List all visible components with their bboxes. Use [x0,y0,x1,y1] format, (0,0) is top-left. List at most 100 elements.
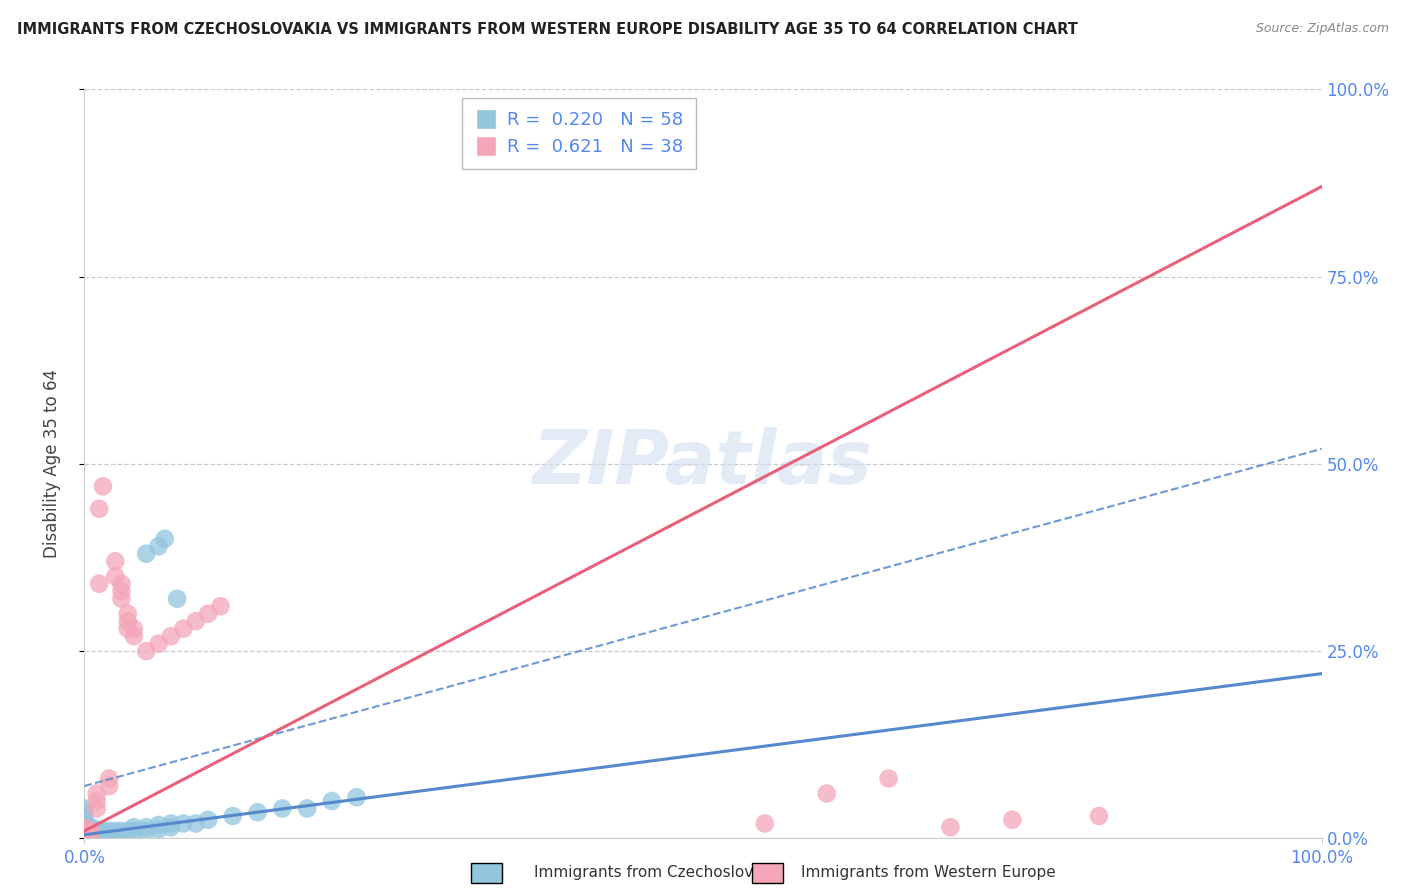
Point [110,576,132,591]
Point [222,809,245,823]
Point [73,820,96,834]
Point [197,607,219,621]
Point [89,831,111,846]
Point [122,820,145,834]
Point [73,813,96,827]
Point [86,794,108,808]
Point [73,816,96,830]
Point [110,828,132,842]
Point [184,614,207,628]
Point [197,813,219,827]
Point [73,825,96,839]
Point [73,828,96,842]
Point [877,772,900,786]
Point [122,622,145,636]
Point [346,790,368,805]
Point [79,828,101,842]
Point [73,831,96,846]
Point [73,818,96,832]
Point [86,801,108,815]
Point [160,629,183,643]
Point [86,787,108,801]
Point [172,622,194,636]
Point [98,779,121,793]
Text: Source: ZipAtlas.com: Source: ZipAtlas.com [1256,22,1389,36]
Point [148,822,170,837]
Point [815,787,838,801]
Point [79,824,101,838]
Point [83,824,105,838]
Point [110,584,132,599]
Point [1088,809,1111,823]
Point [1001,813,1024,827]
Point [122,629,145,643]
Point [73,809,96,823]
Point [89,828,111,842]
Point [83,828,105,842]
Point [98,831,121,846]
Point [73,822,96,837]
Point [117,824,139,838]
Point [91,831,114,846]
Text: IMMIGRANTS FROM CZECHOSLOVAKIA VS IMMIGRANTS FROM WESTERN EUROPE DISABILITY AGE : IMMIGRANTS FROM CZECHOSLOVAKIA VS IMMIGR… [17,22,1078,37]
Point [135,824,157,838]
Point [166,591,188,606]
Text: Immigrants from Western Europe: Immigrants from Western Europe [801,865,1056,880]
Point [246,805,269,820]
Point [73,805,96,820]
Y-axis label: Disability Age 35 to 64: Disability Age 35 to 64 [42,369,60,558]
Point [122,824,145,838]
Point [79,828,101,842]
Point [104,554,127,568]
Point [73,824,96,838]
Point [79,820,101,834]
Point [91,828,114,842]
Point [148,818,170,832]
Point [110,591,132,606]
Point [117,607,139,621]
Point [135,644,157,658]
Point [73,801,96,815]
Point [98,824,121,838]
Point [86,828,108,842]
Point [184,816,207,830]
Point [79,831,101,846]
Point [83,831,105,846]
Point [73,831,96,846]
Point [160,820,183,834]
Point [135,547,157,561]
Point [209,599,232,614]
Point [89,576,111,591]
Point [271,801,294,815]
Point [79,825,101,839]
Point [135,820,157,834]
Point [104,824,127,838]
Point [160,816,183,830]
Point [73,820,96,834]
Point [153,532,176,546]
Point [86,825,108,839]
Point [295,801,318,815]
Point [91,824,114,838]
Point [91,479,114,493]
Text: Immigrants from Czechoslovakia: Immigrants from Czechoslovakia [534,865,786,880]
Point [86,822,108,837]
Point [98,828,121,842]
Text: ZIPatlas: ZIPatlas [533,427,873,500]
Point [79,831,101,846]
Point [148,539,170,553]
Point [117,614,139,628]
Point [104,569,127,583]
Point [104,828,127,842]
Point [172,816,194,830]
Point [79,824,101,838]
Point [98,772,121,786]
Point [939,820,962,834]
Point [148,637,170,651]
Point [117,622,139,636]
Point [110,824,132,838]
Point [86,831,108,846]
Point [89,501,111,516]
Point [754,816,776,830]
Point [73,824,96,838]
